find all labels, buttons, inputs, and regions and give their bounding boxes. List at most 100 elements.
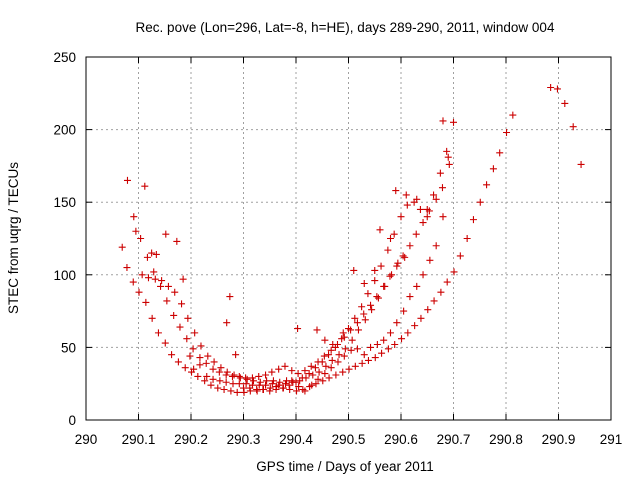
data-point bbox=[268, 368, 276, 376]
data-point bbox=[390, 230, 398, 238]
data-point bbox=[240, 384, 247, 392]
data-point bbox=[430, 297, 438, 305]
data-point bbox=[509, 111, 517, 119]
data-point bbox=[374, 294, 382, 302]
data-point bbox=[148, 314, 156, 322]
data-point bbox=[223, 368, 231, 376]
data-point bbox=[173, 237, 181, 245]
data-point bbox=[259, 386, 267, 394]
data-point bbox=[268, 380, 276, 388]
data-point bbox=[235, 372, 243, 380]
data-point bbox=[329, 340, 337, 348]
data-point bbox=[230, 371, 238, 379]
data-point bbox=[354, 326, 362, 334]
data-point bbox=[307, 362, 315, 370]
data-point bbox=[150, 268, 158, 276]
data-point bbox=[161, 339, 169, 347]
data-point bbox=[263, 377, 271, 385]
data-point bbox=[328, 356, 336, 364]
y-tick-label: 50 bbox=[61, 340, 76, 355]
data-point bbox=[308, 381, 316, 389]
data-point bbox=[184, 314, 192, 322]
y-axis-label: STEC from uqrg / TECUs bbox=[6, 162, 21, 314]
data-point bbox=[309, 371, 317, 379]
data-point bbox=[266, 387, 274, 395]
data-point bbox=[305, 370, 313, 378]
data-point bbox=[380, 282, 388, 290]
y-tick-label: 150 bbox=[53, 195, 76, 210]
data-point bbox=[341, 345, 349, 353]
data-point bbox=[577, 160, 585, 168]
data-point bbox=[210, 358, 218, 366]
data-point bbox=[279, 384, 287, 392]
data-point bbox=[190, 365, 198, 373]
data-point bbox=[319, 377, 327, 385]
data-point bbox=[403, 201, 411, 209]
data-point bbox=[360, 310, 368, 318]
data-point bbox=[367, 301, 375, 309]
data-point bbox=[483, 181, 491, 189]
data-point bbox=[423, 213, 431, 221]
data-point bbox=[276, 378, 284, 386]
data-point bbox=[216, 377, 224, 385]
data-point bbox=[118, 243, 126, 251]
data-point bbox=[351, 362, 359, 370]
data-point bbox=[298, 374, 306, 382]
data-point bbox=[130, 213, 138, 221]
data-point bbox=[294, 325, 302, 333]
data-point bbox=[176, 323, 184, 331]
x-tick-label: 290.9 bbox=[542, 432, 576, 447]
data-point bbox=[209, 365, 217, 373]
data-point bbox=[416, 205, 424, 213]
data-point bbox=[450, 268, 458, 276]
data-point bbox=[154, 329, 162, 337]
data-point bbox=[340, 352, 348, 360]
data-point bbox=[292, 378, 300, 386]
data-point bbox=[138, 271, 146, 279]
data-point bbox=[351, 314, 359, 322]
chart-title: Rec. pove (Lon=296, Lat=-8, h=HE), days … bbox=[136, 20, 555, 35]
data-point bbox=[178, 300, 186, 308]
data-point bbox=[313, 326, 321, 334]
data-point bbox=[325, 374, 333, 382]
data-point bbox=[327, 346, 335, 354]
x-tick-label: 290.7 bbox=[437, 432, 471, 447]
data-point bbox=[347, 346, 355, 354]
data-point bbox=[398, 335, 406, 343]
data-point bbox=[392, 187, 400, 195]
data-point bbox=[220, 386, 228, 394]
data-point bbox=[443, 147, 451, 155]
data-point bbox=[419, 219, 427, 227]
data-point bbox=[158, 277, 166, 285]
data-point bbox=[194, 372, 202, 380]
data-point bbox=[168, 351, 176, 359]
data-point bbox=[373, 340, 381, 348]
data-point bbox=[320, 352, 328, 360]
data-point bbox=[412, 230, 420, 238]
y-tick-label: 100 bbox=[53, 268, 76, 283]
data-point bbox=[489, 165, 497, 173]
data-point bbox=[413, 195, 421, 203]
x-axis-label: GPS time / Days of year 2011 bbox=[256, 459, 434, 474]
x-tick-label: 290 bbox=[75, 432, 98, 447]
data-point bbox=[285, 381, 293, 389]
data-point bbox=[400, 307, 408, 315]
data-point bbox=[432, 195, 440, 203]
data-point bbox=[393, 319, 401, 327]
data-point bbox=[345, 325, 352, 333]
data-point bbox=[456, 252, 464, 260]
data-point bbox=[553, 85, 561, 93]
x-tick-label: 290.3 bbox=[227, 432, 261, 447]
data-point bbox=[191, 329, 199, 337]
data-point bbox=[439, 117, 447, 125]
x-tick-label: 290.8 bbox=[489, 432, 523, 447]
data-point bbox=[148, 249, 156, 257]
data-point bbox=[243, 375, 251, 383]
data-point bbox=[338, 335, 346, 343]
data-point bbox=[384, 345, 392, 353]
data-point bbox=[360, 280, 368, 288]
data-point bbox=[203, 372, 211, 380]
data-point bbox=[388, 271, 396, 279]
data-point bbox=[223, 319, 231, 327]
